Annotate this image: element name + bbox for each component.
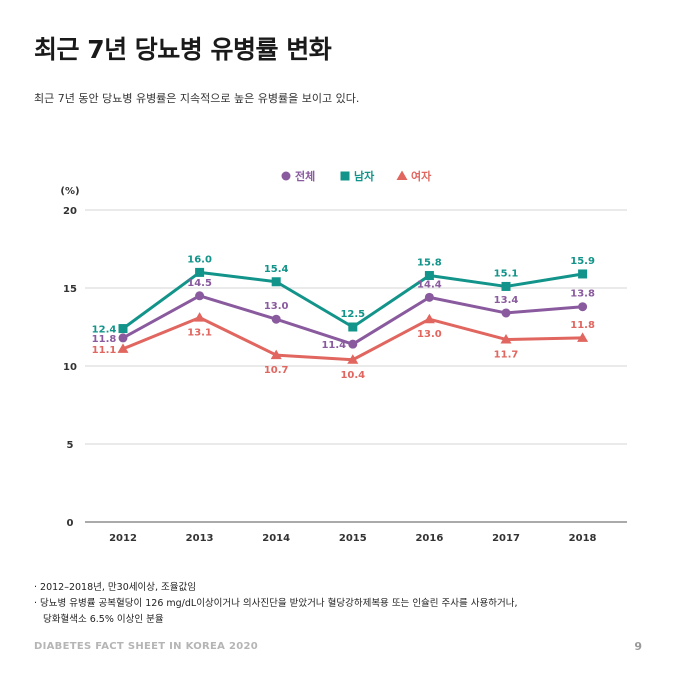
legend-triangle-icon xyxy=(396,170,408,180)
data-point-marker xyxy=(500,333,512,344)
data-point-marker xyxy=(423,313,435,324)
y-tick-label: 10 xyxy=(63,362,77,373)
data-label: 11.7 xyxy=(494,349,519,360)
data-labels: 11.8 14.5 13.0 11.4 14.4 13.4 13.8 12.4 16.0 15.4… xyxy=(92,254,595,380)
data-label: 15.9 xyxy=(570,256,595,267)
x-tick-label: 2015 xyxy=(339,533,367,544)
data-label: 15.4 xyxy=(264,264,289,275)
data-point-marker xyxy=(577,332,589,342)
page-number: 9 xyxy=(634,640,642,653)
data-point-marker xyxy=(270,349,282,360)
data-label: 12.4 xyxy=(92,325,117,336)
data-label: 14.4 xyxy=(417,279,442,290)
data-label: 11.1 xyxy=(92,345,117,356)
data-point-marker xyxy=(501,281,511,291)
data-label: 15.1 xyxy=(494,268,519,279)
data-point-marker xyxy=(348,322,358,332)
data-point-marker xyxy=(195,267,205,277)
y-axis-ticks: 0 5 10 15 20 xyxy=(63,206,77,529)
data-label: 10.4 xyxy=(340,370,365,381)
data-label: 13.1 xyxy=(187,328,212,339)
data-point-marker xyxy=(271,314,281,324)
x-tick-label: 2014 xyxy=(262,533,290,544)
legend-square-icon xyxy=(340,171,350,181)
y-tick-label: 20 xyxy=(63,206,77,217)
data-label: 13.0 xyxy=(417,329,442,340)
data-point-marker xyxy=(347,354,359,364)
footer-text: DIABETES FACT SHEET IN KOREA 2020 xyxy=(34,641,259,652)
data-label: 11.8 xyxy=(570,320,595,331)
y-tick-label: 0 xyxy=(67,518,74,529)
data-label: 14.5 xyxy=(187,278,212,289)
data-point-marker xyxy=(578,302,588,312)
data-label: 10.7 xyxy=(264,365,289,376)
data-label: 13.0 xyxy=(264,301,289,312)
data-point-marker xyxy=(348,339,358,349)
data-point-marker xyxy=(424,292,434,302)
x-tick-label: 2018 xyxy=(569,533,597,544)
legend-circle-icon xyxy=(281,171,291,181)
legend-label: 남자 xyxy=(354,169,375,183)
x-tick-label: 2017 xyxy=(492,533,520,544)
page-title: 최근 7년 당뇨병 유병률 변화 xyxy=(34,35,332,64)
data-label: 13.4 xyxy=(494,295,519,306)
data-label: 16.0 xyxy=(187,254,212,265)
y-tick-label: 15 xyxy=(63,284,77,295)
data-label: 15.8 xyxy=(417,258,442,269)
data-label: 11.4 xyxy=(321,340,346,351)
page-subtitle: 최근 7년 동안 당뇨병 유병률은 지속적으로 높은 유병률을 보이고 있다. xyxy=(34,92,360,105)
y-axis-unit-label: (%) xyxy=(60,186,79,197)
data-label: 11.8 xyxy=(92,334,117,345)
footnote-2: · 당뇨병 유병률 공복혈당이 126 mg/dL이상이거나 의사진단을 받았거… xyxy=(34,598,518,609)
x-axis-ticks: 2012 2013 2014 2015 2016 2017 2018 xyxy=(109,533,596,544)
data-point-marker xyxy=(117,343,129,353)
footnote-3: 당화혈색소 6.5% 이상인 분율 xyxy=(43,614,164,625)
footnote-1: · 2012–2018년, 만30세이상, 조율값임 xyxy=(34,582,196,593)
data-point-marker xyxy=(578,269,588,279)
series-markers xyxy=(117,267,589,364)
data-point-marker xyxy=(271,277,281,287)
data-point-marker xyxy=(424,271,434,281)
data-label: 12.5 xyxy=(340,309,365,320)
data-point-marker xyxy=(118,324,128,334)
x-tick-label: 2016 xyxy=(415,533,443,544)
chart-legend: 전체 남자 여자 xyxy=(281,169,432,183)
x-tick-label: 2013 xyxy=(186,533,214,544)
y-tick-label: 5 xyxy=(67,440,74,451)
chart-gridlines xyxy=(85,209,627,523)
data-point-marker xyxy=(501,308,511,318)
data-label: 13.8 xyxy=(570,289,595,300)
data-point-marker xyxy=(195,291,205,301)
data-point-marker xyxy=(194,312,206,322)
data-point-marker xyxy=(118,333,128,343)
legend-label: 전체 xyxy=(295,169,315,183)
legend-label: 여자 xyxy=(411,169,432,183)
x-tick-label: 2012 xyxy=(109,533,137,544)
footnotes: · 2012–2018년, 만30세이상, 조율값임 · 당뇨병 유병률 공복혈… xyxy=(34,580,518,628)
